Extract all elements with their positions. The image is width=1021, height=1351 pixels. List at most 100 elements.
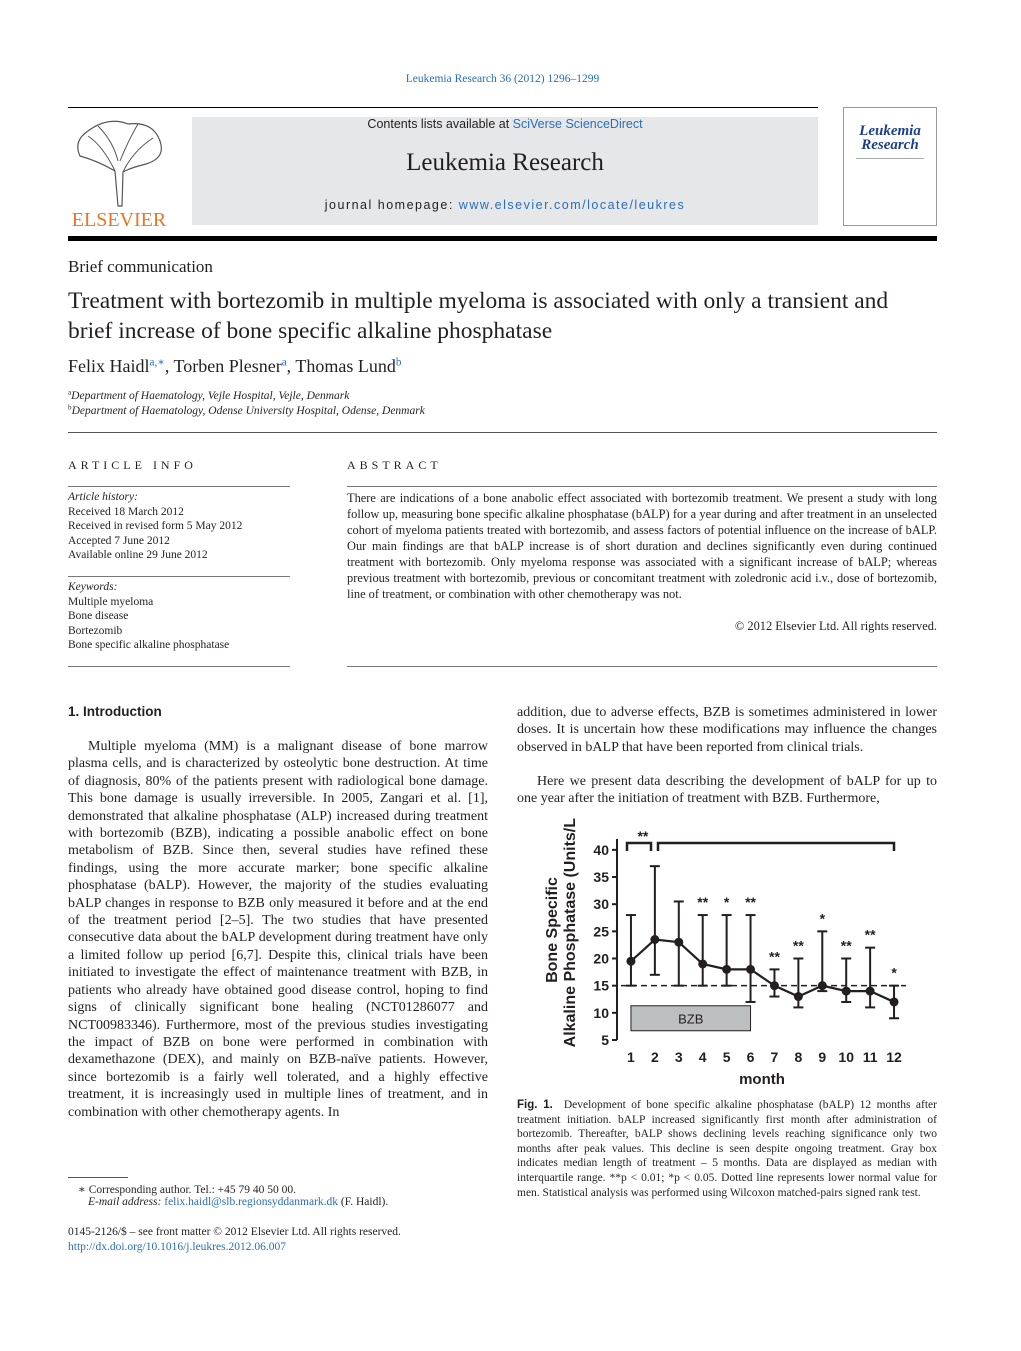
email-line: E-mail address: felix.haidl@slb.regionsy… [88, 1196, 388, 1208]
y-tick-label: 35 [593, 869, 609, 885]
email-label: E-mail address: [88, 1196, 162, 1208]
treatment-box [630, 1005, 752, 1032]
x-tick-label: 4 [699, 1049, 707, 1065]
median-point [889, 997, 899, 1007]
author-sup: b [395, 356, 402, 369]
cover-title: Leukemia Research [859, 123, 921, 153]
author-sup: a [281, 356, 287, 369]
significance: ** [637, 828, 648, 844]
article-info-heading: ARTICLE INFO [68, 458, 197, 472]
median-point [769, 981, 779, 991]
significance: ** [793, 938, 804, 954]
affiliation-text: Department of Haematology, Odense Univer… [71, 404, 425, 417]
header-rule [68, 107, 818, 108]
citation[interactable]: Leukemia Research 36 (2012) 1296–1299 [405, 73, 600, 85]
rule [68, 576, 290, 577]
median-point [746, 964, 756, 974]
publisher-name: ELSEVIER [72, 209, 167, 230]
significance: * [724, 894, 730, 910]
x-tick-label: 1 [627, 1049, 635, 1065]
homepage-prefix: journal homepage: [324, 198, 454, 212]
author-name: , Torben Plesner [164, 356, 282, 376]
caption-text: Development of bone specific alkaline ph… [517, 1099, 937, 1199]
cover-rule [856, 158, 924, 159]
x-tick-label: 11 [863, 1049, 878, 1065]
logo-bg [68, 116, 170, 210]
history: Article history: Received 18 March 2012 R… [68, 490, 242, 563]
figure-chart: Bone Specific Alkaline Phosphatase (Unit… [544, 818, 906, 1088]
homepage-line: journal homepage: www.elsevier.com/locat… [192, 198, 818, 212]
affiliations: aDepartment of Haematology, Vejle Hospit… [68, 389, 425, 418]
median-point [722, 964, 732, 974]
history-item: Received in revised form 5 May 2012 [68, 520, 243, 533]
affiliation-text: Department of Haematology, Vejle Hospita… [71, 390, 350, 402]
figure-caption: Fig. 1. Development of bone specific alk… [517, 1098, 937, 1200]
x-tick-label: 5 [723, 1049, 731, 1065]
figure-label: Fig. 1. [517, 1099, 553, 1111]
x-axis-label: month [739, 1071, 785, 1088]
thick-rule [68, 236, 937, 241]
keyword: Bortezomib [68, 624, 123, 637]
median-point [793, 992, 803, 1002]
y-tick-label: 5 [601, 1032, 609, 1048]
paragraph: Here we present data describing the deve… [517, 774, 937, 807]
keyword: Bone disease [68, 610, 129, 623]
y-axis-label: Bone Specific [544, 877, 561, 983]
median-point [674, 937, 684, 947]
contents-line: Contents lists available at SciVerse Sci… [192, 117, 818, 131]
x-tick-label: 2 [651, 1049, 659, 1065]
homepage-link[interactable]: www.elsevier.com/locate/leukres [458, 198, 686, 212]
front-matter: 0145-2126/$ – see front matter © 2012 El… [68, 1226, 401, 1238]
x-tick-label: 6 [747, 1049, 755, 1065]
bracket [656, 841, 896, 851]
rule [68, 486, 290, 487]
journal-name: Leukemia Research [406, 149, 604, 176]
box-label: BZB [678, 1011, 703, 1026]
y-axis-label: Alkaline Phosphatase (Units/L) [562, 818, 579, 1047]
y-tick-label: 30 [593, 896, 609, 912]
abstract-heading: ABSTRACT [347, 458, 442, 472]
y-tick-label: 25 [593, 923, 609, 939]
keyword: Multiple myeloma [68, 595, 154, 608]
logo-branches [87, 123, 154, 173]
journal-cover: Leukemia Research [843, 107, 937, 226]
email-link[interactable]: felix.haidl@slb.regionsyddanmark.dk [164, 1196, 339, 1208]
keywords: Keywords: Multiple myeloma Bone disease Bo… [68, 580, 229, 653]
rule [347, 486, 937, 487]
doi-link[interactable]: http://dx.doi.org/10.1016/j.leukres.2012… [68, 1241, 286, 1253]
sciencedirect-link[interactable]: SciVerse ScienceDirect [512, 117, 643, 131]
rule [68, 666, 290, 667]
keyword: Bone specific alkaline phosphatase [68, 639, 230, 652]
rule [347, 666, 937, 667]
journal-banner: Contents lists available at SciVerse Sci… [192, 117, 818, 225]
significance: * [820, 910, 826, 926]
median-point [698, 959, 708, 969]
abstract-text: There are indications of a bone anabolic… [347, 491, 937, 601]
x-tick-label: 10 [838, 1049, 854, 1065]
median-point [626, 956, 636, 966]
significance: ** [745, 894, 756, 910]
section-heading: 1. Introduction [68, 704, 162, 719]
median-line [630, 938, 895, 1003]
affiliation-sup: b [68, 403, 72, 412]
y-tick-label: 20 [593, 951, 609, 967]
significance: ** [841, 938, 852, 954]
email-suffix: (F. Haidl). [340, 1196, 389, 1208]
significance: ** [769, 948, 780, 964]
history-item: Received 18 March 2012 [68, 505, 184, 518]
significance: ** [865, 927, 876, 943]
footnote-rule [68, 1177, 128, 1178]
history-list: Received 18 March 2012 Received in revise… [68, 505, 242, 563]
copyright: © 2012 Elsevier Ltd. All rights reserved… [734, 619, 937, 633]
x-tick-label: 3 [675, 1049, 683, 1065]
y-tick-label: 10 [593, 1005, 609, 1021]
bracket [625, 841, 653, 851]
article-title: Treatment with bortezomib in multiple my… [68, 288, 889, 344]
affiliation: bDepartment of Haematology, Odense Unive… [68, 404, 425, 419]
authors: Felix Haidla,∗, Torben Plesnera, Thomas … [68, 356, 401, 377]
history-heading: Article history: [68, 491, 138, 503]
history-item: Available online 29 June 2012 [68, 549, 208, 562]
y-tick-label: 40 [593, 842, 609, 858]
